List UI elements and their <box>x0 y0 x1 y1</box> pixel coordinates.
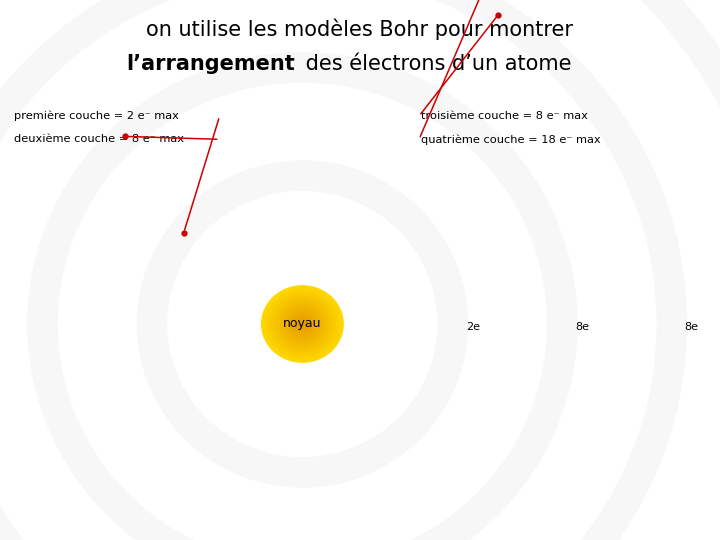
Ellipse shape <box>265 289 340 359</box>
Ellipse shape <box>269 293 336 355</box>
Ellipse shape <box>262 286 343 362</box>
Ellipse shape <box>291 313 314 335</box>
Text: on utilise les modèles Bohr pour montrer: on utilise les modèles Bohr pour montrer <box>146 19 574 40</box>
Ellipse shape <box>302 323 303 325</box>
Ellipse shape <box>289 311 316 337</box>
Text: des électrons d’un atome: des électrons d’un atome <box>299 54 571 74</box>
Ellipse shape <box>287 309 318 339</box>
Ellipse shape <box>277 300 328 348</box>
Ellipse shape <box>271 295 333 353</box>
Ellipse shape <box>263 287 342 361</box>
Ellipse shape <box>279 302 325 346</box>
Ellipse shape <box>281 304 324 344</box>
Ellipse shape <box>300 321 305 327</box>
Ellipse shape <box>296 318 309 330</box>
Ellipse shape <box>273 296 332 352</box>
Ellipse shape <box>266 290 338 358</box>
Ellipse shape <box>284 307 320 341</box>
Ellipse shape <box>298 320 307 328</box>
Text: noyau: noyau <box>283 318 322 330</box>
Ellipse shape <box>278 301 327 347</box>
Ellipse shape <box>287 310 318 338</box>
Ellipse shape <box>261 285 344 363</box>
Ellipse shape <box>271 294 334 354</box>
Ellipse shape <box>289 312 315 336</box>
Ellipse shape <box>282 305 323 343</box>
Text: première couche = 2 e⁻ max: première couche = 2 e⁻ max <box>14 111 179 122</box>
Ellipse shape <box>292 314 313 334</box>
Ellipse shape <box>297 319 307 329</box>
Ellipse shape <box>293 315 312 333</box>
Text: troisième couche = 8 e⁻ max: troisième couche = 8 e⁻ max <box>421 111 588 121</box>
Ellipse shape <box>300 322 305 326</box>
Ellipse shape <box>264 288 341 360</box>
Text: 2e: 2e <box>466 322 480 332</box>
Ellipse shape <box>280 303 325 345</box>
Ellipse shape <box>267 291 338 357</box>
Text: l’arrangement: l’arrangement <box>126 54 294 74</box>
Ellipse shape <box>294 316 311 332</box>
Ellipse shape <box>276 299 329 349</box>
Text: 8e: 8e <box>685 322 698 332</box>
Ellipse shape <box>269 292 336 356</box>
Ellipse shape <box>283 306 322 342</box>
Ellipse shape <box>295 317 310 331</box>
Text: quatrième couche = 18 e⁻ max: quatrième couche = 18 e⁻ max <box>421 134 600 145</box>
Ellipse shape <box>275 298 330 350</box>
Ellipse shape <box>285 308 320 340</box>
Text: 8e: 8e <box>575 322 589 332</box>
Text: deuxième couche = 8 e⁻ max: deuxième couche = 8 e⁻ max <box>14 134 184 144</box>
Ellipse shape <box>274 297 331 351</box>
